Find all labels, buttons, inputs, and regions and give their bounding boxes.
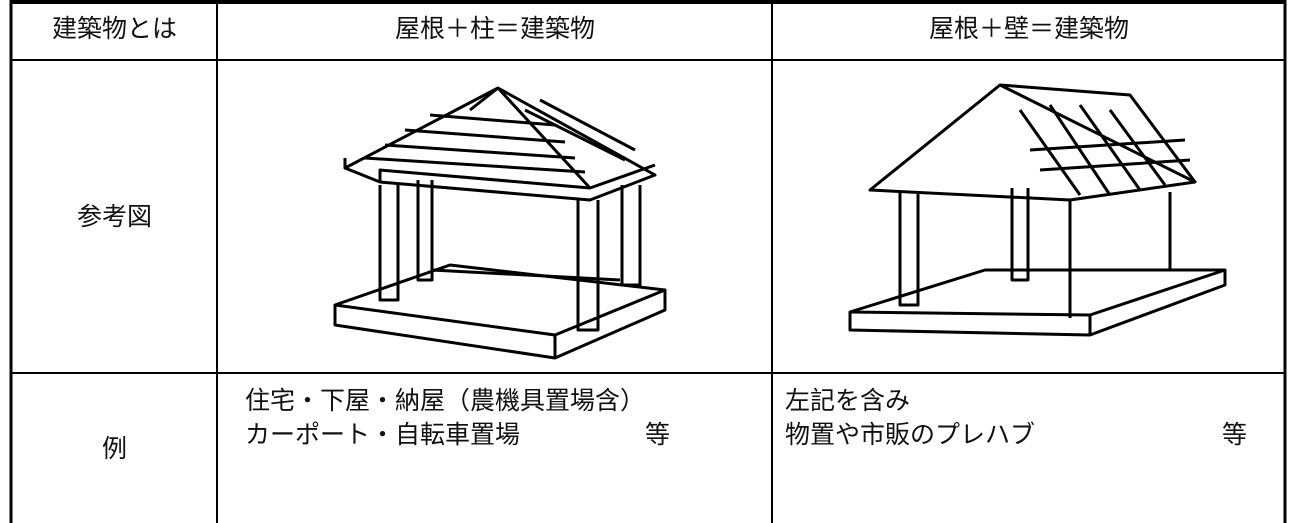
example-text: カーポート・自転車置場 — [245, 420, 521, 449]
row-label: 例 — [101, 434, 127, 463]
row-label: 参考図 — [76, 202, 152, 231]
example-text: 左記を含み — [785, 386, 911, 415]
header-cell: 建築物とは — [51, 14, 177, 43]
house-figure — [848, 83, 1227, 337]
example-suffix: 等 — [645, 420, 671, 449]
pavilion-figure — [333, 86, 667, 360]
example-text: 住宅・下屋・納屋（農機具置場含） — [245, 386, 646, 415]
example-text: 物置や市販のプレハブ — [785, 420, 1036, 449]
header-cell: 屋根＋柱＝建築物 — [394, 14, 595, 43]
header-cell: 屋根＋壁＝建築物 — [928, 14, 1129, 43]
example-suffix: 等 — [1222, 420, 1248, 449]
